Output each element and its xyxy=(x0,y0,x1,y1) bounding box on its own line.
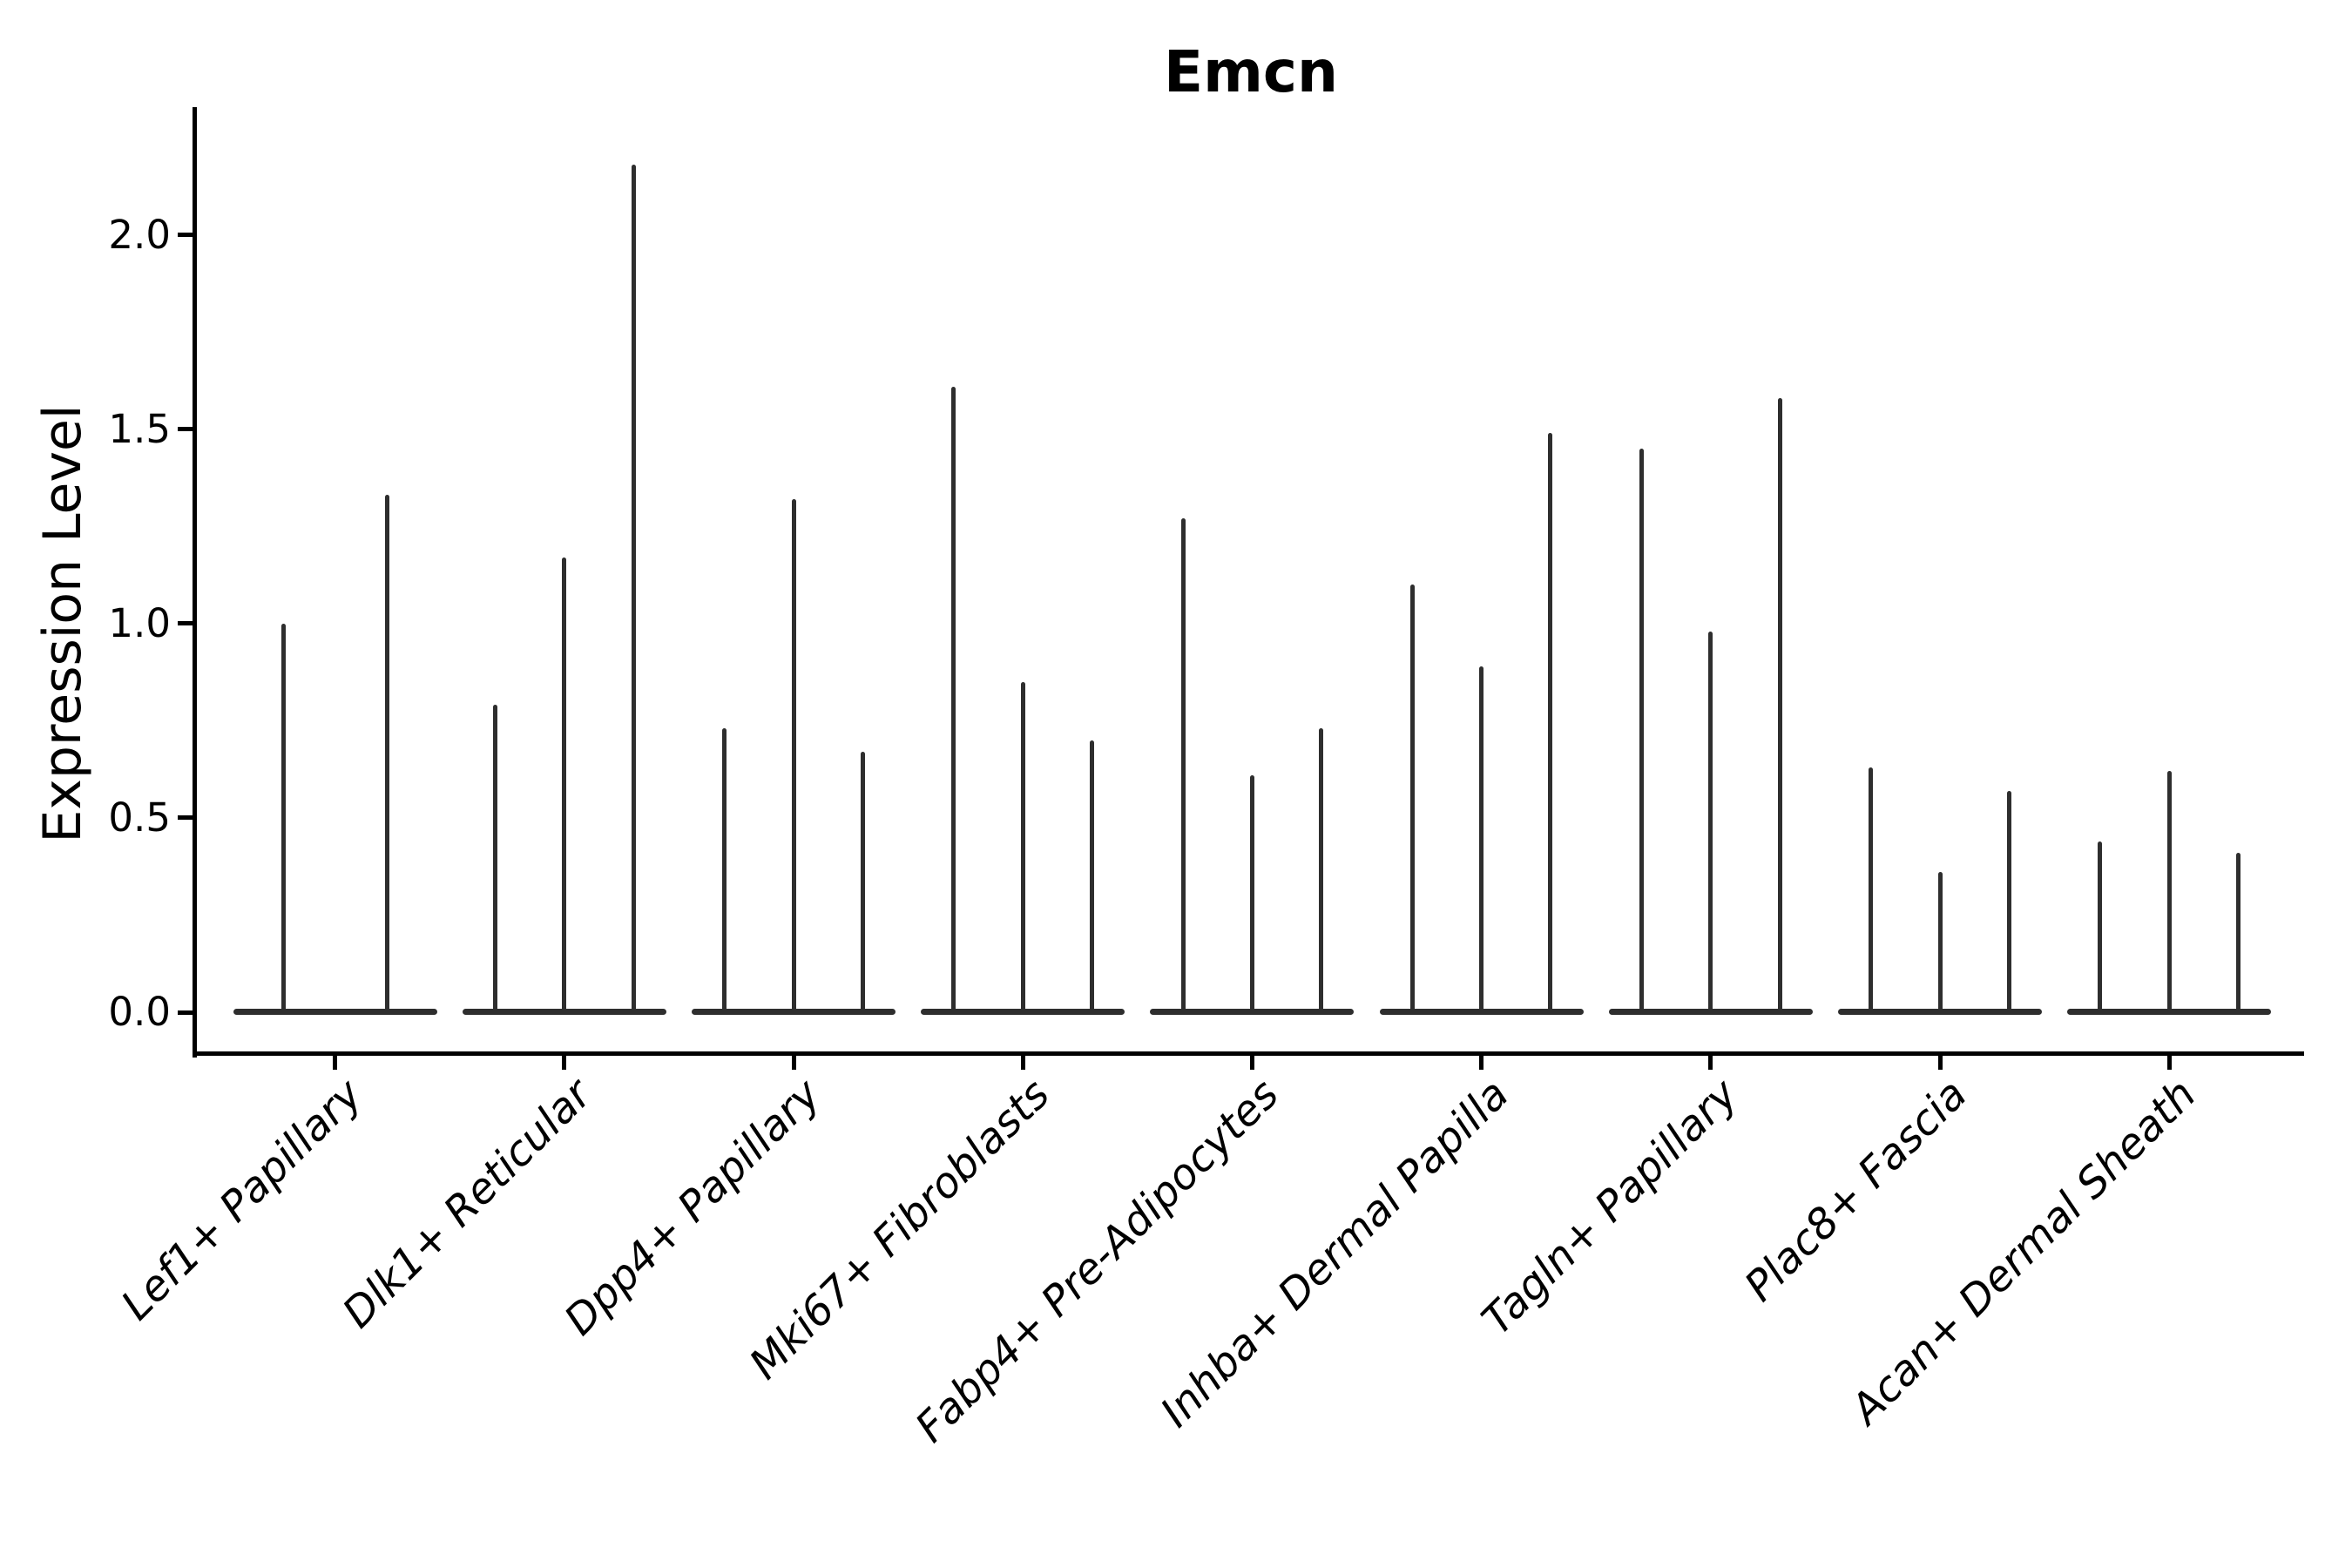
violin-spike xyxy=(562,557,567,1012)
x-tick-label: Dpp4+ Papillary xyxy=(555,1070,830,1345)
x-tick-label: Dlk1+ Reticular xyxy=(333,1070,601,1338)
violin-spike xyxy=(1708,631,1713,1012)
violin-spike xyxy=(1180,518,1186,1012)
x-tick-mark xyxy=(1708,1056,1713,1070)
violin-spike xyxy=(2236,853,2241,1012)
violin-spike xyxy=(1090,740,1095,1012)
y-tick-label: 1.0 xyxy=(108,599,171,646)
x-tick-label: Mki67+ Fibroblasts xyxy=(740,1070,1059,1389)
violin-spike xyxy=(1777,397,1782,1012)
violin-spike xyxy=(280,623,286,1012)
violin-spike xyxy=(791,498,796,1012)
violin-spike xyxy=(860,752,865,1012)
x-tick-label: Plac8+ Fascia xyxy=(1735,1070,1977,1311)
y-axis-spine xyxy=(193,107,197,1058)
violin-spike xyxy=(1639,448,1644,1012)
violin-spike xyxy=(1409,585,1415,1012)
violin-spike xyxy=(951,386,956,1012)
violin-spike xyxy=(631,165,636,1012)
violin-spike xyxy=(492,705,497,1012)
y-tick-mark xyxy=(178,1010,193,1015)
violin-spike xyxy=(1548,433,1553,1012)
x-tick-label: Inhba+ Dermal Papilla xyxy=(1151,1070,1518,1437)
violin-spike xyxy=(1869,767,1874,1012)
violin-spike xyxy=(1249,774,1254,1012)
y-tick-label: 0.5 xyxy=(108,794,171,841)
y-tick-mark xyxy=(178,815,193,821)
violin-base xyxy=(233,1009,437,1015)
violin-spike xyxy=(1319,728,1324,1012)
violin-spike xyxy=(2006,790,2011,1012)
y-tick-mark xyxy=(178,621,193,626)
y-tick-label: 1.5 xyxy=(108,405,171,452)
chart-title: Emcn xyxy=(1164,38,1338,105)
violin-spike xyxy=(1479,666,1484,1012)
x-axis-spine xyxy=(193,1051,2304,1056)
y-tick-label: 2.0 xyxy=(108,211,171,258)
violin-spike xyxy=(722,728,727,1012)
x-tick-label: Fabp4+ Pre-Adipocytes xyxy=(906,1070,1289,1452)
x-tick-mark xyxy=(1937,1056,1943,1070)
x-tick-mark xyxy=(562,1056,567,1070)
violin-spike xyxy=(2166,771,2172,1012)
y-tick-mark xyxy=(178,427,193,432)
x-tick-label: Acan+ Dermal Sheath xyxy=(1842,1070,2206,1434)
x-tick-mark xyxy=(333,1056,338,1070)
violin-spike xyxy=(384,495,389,1012)
x-tick-mark xyxy=(1249,1056,1254,1070)
x-tick-mark xyxy=(1479,1056,1484,1070)
x-tick-mark xyxy=(791,1056,796,1070)
x-tick-mark xyxy=(2166,1056,2172,1070)
y-tick-mark xyxy=(178,233,193,237)
violin-spike xyxy=(2098,841,2103,1012)
y-tick-label: 0.0 xyxy=(108,989,171,1035)
violin-spike xyxy=(1937,872,1943,1012)
x-tick-mark xyxy=(1020,1056,1025,1070)
x-tick-label: Tagln+ Papillary xyxy=(1472,1070,1747,1345)
violin-spike xyxy=(1020,681,1025,1012)
